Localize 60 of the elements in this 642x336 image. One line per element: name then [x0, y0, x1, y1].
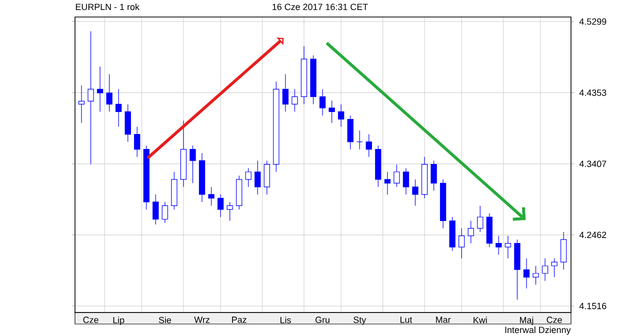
- candlestick: [116, 88, 122, 127]
- candlestick: [560, 231, 567, 270]
- candlestick: [245, 168, 252, 187]
- candlestick: [366, 134, 372, 157]
- candlestick: [477, 205, 484, 232]
- candlestick: [319, 88, 326, 116]
- candlestick: [226, 201, 233, 221]
- candlestick: [384, 171, 391, 195]
- candlestick: [264, 160, 270, 195]
- candlestick: [328, 100, 335, 124]
- candlestick: [504, 235, 512, 258]
- x-tick-label: Maj: [520, 316, 534, 325]
- candlestick: [356, 130, 363, 150]
- candlestick: [532, 265, 539, 285]
- y-tick-label: 4.3407: [579, 160, 606, 167]
- candlestick: [106, 74, 112, 112]
- candlestick: [394, 164, 400, 187]
- candlestick: [217, 194, 224, 218]
- x-tick-label: Lis: [280, 316, 291, 324]
- x-tick-label: Cze: [546, 316, 562, 323]
- candlestick: [551, 258, 558, 278]
- candlestick: [542, 258, 548, 281]
- candlestick: [190, 145, 196, 184]
- candlestick: [496, 235, 502, 255]
- y-tick-label: 4.4353: [579, 89, 606, 96]
- chart-title: EURPLN - 1 rok: [76, 3, 140, 10]
- candlestick: [78, 84, 85, 124]
- chart-subtitle: 16 Cze 2017 16:31 CET: [272, 3, 368, 10]
- y-tick-label: 4.1516: [579, 302, 606, 309]
- candlestick: [347, 114, 354, 150]
- y-tick-label: 4.5299: [579, 18, 606, 25]
- candlestick: [162, 201, 168, 224]
- candlestick: [430, 160, 437, 191]
- x-tick-label: Lut: [400, 316, 412, 323]
- x-tick-label: Lip: [113, 316, 124, 325]
- x-tick-label: Cze: [83, 316, 98, 323]
- y-tick-label: 4.2462: [579, 231, 606, 238]
- candlestick: [458, 228, 465, 258]
- candlestick: [523, 258, 530, 288]
- candlestick: [88, 30, 94, 164]
- x-tick-label: Paz: [232, 316, 246, 323]
- candlestick: [152, 194, 159, 225]
- candlestick: [412, 178, 418, 206]
- x-tick-label: Wrz: [194, 316, 210, 323]
- x-tick-label: Gru: [316, 316, 330, 323]
- candlestick: [208, 186, 214, 206]
- candlestick: [338, 104, 344, 127]
- x-tick-label: Mar: [436, 316, 451, 323]
- candlestick: [402, 168, 410, 195]
- candlestick: [468, 220, 474, 244]
- x-tick-label: Sie: [158, 316, 172, 324]
- text: Interwal Dzienny: [505, 326, 571, 335]
- x-tick-label: Kwi: [474, 316, 487, 323]
- candlestick: [292, 88, 298, 112]
- candlestick: [282, 74, 289, 112]
- candlestick: [96, 66, 104, 112]
- candlestick: [124, 104, 131, 142]
- x-tick-label: Sty: [354, 316, 366, 325]
- candlestick: [134, 126, 140, 157]
- candlestick: [254, 160, 261, 195]
